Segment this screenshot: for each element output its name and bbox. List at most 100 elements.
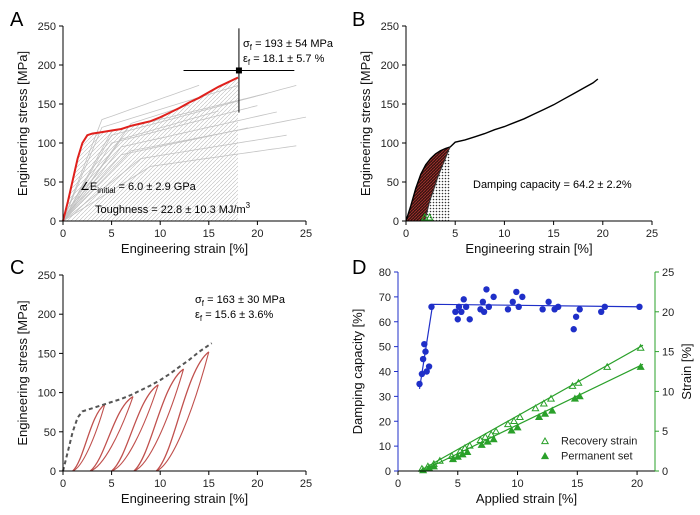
recovery-strain-point <box>503 420 513 428</box>
series-layer <box>416 286 645 474</box>
y-tick-label: 70 <box>379 292 391 304</box>
x-tick-label: 10 <box>154 228 166 240</box>
x-axis-label: Engineering strain [%] <box>465 241 592 256</box>
y2-tick-label: 20 <box>662 307 674 319</box>
legend-label: Recovery strain <box>561 436 637 448</box>
damping-point <box>466 316 473 323</box>
x-tick-label: 5 <box>452 228 458 240</box>
recovery-strain-point <box>515 412 524 420</box>
x-tick-label: 20 <box>597 228 609 240</box>
x-tick-label: 20 <box>251 478 263 490</box>
hysteresis-area <box>406 146 451 221</box>
y2-tick-label: 10 <box>662 386 674 398</box>
permanent-set-point <box>534 412 544 420</box>
cycle-loading-curve <box>155 351 210 472</box>
y-tick-label: 50 <box>387 177 399 189</box>
error-cross <box>183 28 295 113</box>
panel-label-c: C <box>10 257 24 279</box>
permanent-set-point <box>507 426 516 434</box>
x-tick-label: 20 <box>631 478 643 490</box>
x-tick-label: 10 <box>498 228 510 240</box>
y-tick-label: 200 <box>38 60 56 72</box>
damping-point <box>452 308 459 315</box>
dissipated-energy-area <box>406 146 451 221</box>
toughness-area-fill <box>63 77 238 221</box>
damping-point <box>490 293 497 301</box>
y-tick-label: 0 <box>50 216 56 228</box>
y-tick-label: 100 <box>381 138 399 150</box>
damping-annotation: Damping capacity = 64.2 ± 2.2% <box>473 179 632 191</box>
damping-point <box>504 306 512 313</box>
damping-point <box>479 298 487 306</box>
sigma-annotation-c: σf = 163 ± 30 MPa <box>195 294 286 308</box>
x-tick-label: 0 <box>60 478 66 490</box>
recovery-strain-point <box>509 416 519 424</box>
x-tick-label: 25 <box>646 228 658 240</box>
cycle-loading-curve <box>89 395 134 472</box>
sigma-annotation: σf = 193 ± 54 MPa <box>243 38 334 52</box>
permanent-set-point <box>463 447 472 455</box>
fit-line <box>418 303 642 389</box>
recovery-strain-point <box>531 404 540 412</box>
damping-point <box>570 326 577 333</box>
damping-point <box>576 306 583 313</box>
legend-marker <box>540 451 550 460</box>
toughness-annotation: Toughness = 22.8 ± 10.3 MJ/m3 <box>95 201 251 216</box>
x-axis-label: Engineering strain [%] <box>121 241 248 256</box>
toughness-area <box>63 77 238 221</box>
damping-point <box>515 303 522 311</box>
strain-markers <box>420 212 434 221</box>
permanent-set-point <box>483 437 492 445</box>
x-tick-label: 15 <box>571 478 583 490</box>
damping-point <box>539 306 546 313</box>
y-axis-label: Engineering stress [MPa] <box>358 51 373 196</box>
cycle-unloading-curve <box>72 404 106 472</box>
series-layer <box>405 78 599 222</box>
loading-curve <box>405 78 599 222</box>
y2-axis-label: Strain [%] <box>679 343 694 399</box>
recovered-energy-area <box>424 146 451 221</box>
y-tick-label: 150 <box>381 99 399 111</box>
y-tick-label: 200 <box>381 60 399 72</box>
x-tick-label: 0 <box>395 478 401 490</box>
fit-line <box>419 344 644 472</box>
y-tick-label: 50 <box>44 177 56 189</box>
strain-marker <box>420 212 429 221</box>
y-tick-label: 100 <box>38 388 56 400</box>
x-tick-label: 15 <box>203 228 215 240</box>
damping-point <box>480 308 488 315</box>
y-tick-label: 30 <box>379 391 391 403</box>
panel-label-d: D <box>352 257 366 279</box>
recovery-strain-point <box>481 432 490 440</box>
x-tick-label: 20 <box>251 228 263 240</box>
damping-point <box>419 355 427 363</box>
modulus-annotation: ∠Einitial = 6.0 ± 2.9 GPa <box>80 181 197 195</box>
x-tick-label: 10 <box>511 478 523 490</box>
y-tick-label: 150 <box>38 348 56 360</box>
y2-tick-label: 0 <box>662 466 668 478</box>
y-tick-label: 80 <box>379 267 391 279</box>
mean-point <box>235 67 242 74</box>
damping-point <box>598 308 605 315</box>
y-tick-label: 50 <box>44 427 56 439</box>
permanent-set-point <box>548 406 557 414</box>
damping-point <box>483 286 490 293</box>
cycle-unloading-curve <box>90 396 134 472</box>
permanent-set-point <box>513 423 522 431</box>
representative-curve <box>62 76 239 222</box>
damping-point <box>454 316 461 323</box>
epsilon-annotation-c: εf = 15.6 ± 3.6% <box>195 309 274 323</box>
y-tick-label: 100 <box>38 138 56 150</box>
series-layer <box>62 76 239 222</box>
x-tick-label: 5 <box>109 478 115 490</box>
y-tick-label: 40 <box>379 367 391 379</box>
cycle-unloading-curve <box>133 368 185 472</box>
